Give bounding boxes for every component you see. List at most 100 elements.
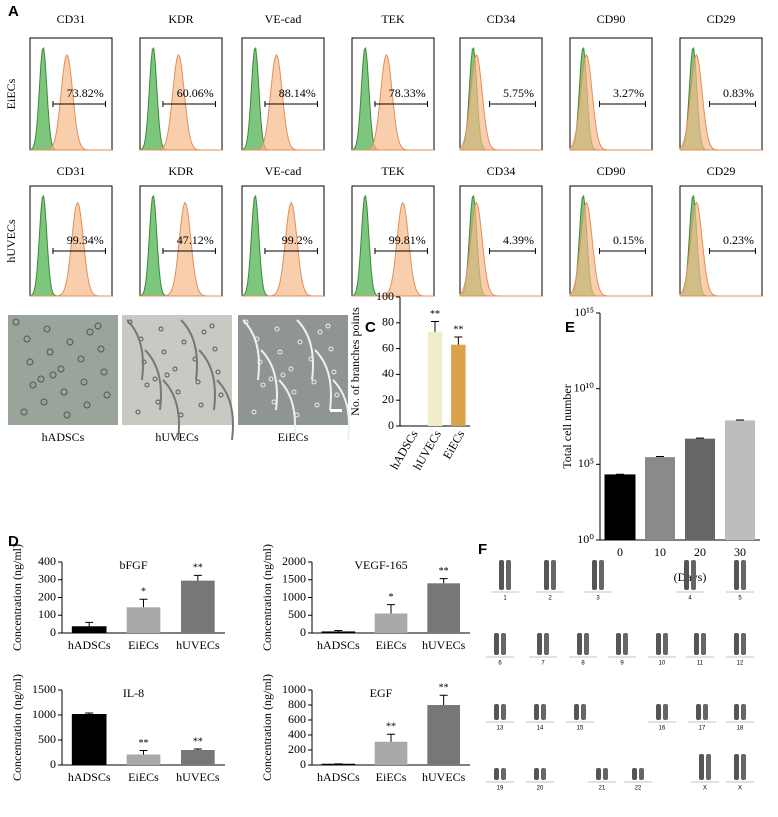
marker-name: VE-cad	[265, 12, 302, 26]
bar	[427, 583, 460, 633]
chromosome	[577, 633, 582, 655]
y-tick-label: 0	[50, 625, 56, 639]
chromosome	[663, 704, 668, 720]
chromosome	[599, 560, 604, 590]
bar	[427, 705, 460, 765]
x-axis-label: (Days)	[674, 570, 707, 584]
chromosome-label: X	[703, 786, 707, 792]
chromosome-label: 7	[541, 661, 545, 667]
y-axis-label: Total cell number	[560, 384, 574, 468]
bar	[428, 332, 442, 426]
gate-percent: 99.2%	[282, 233, 313, 247]
y-tick-label: 10¹⁰	[574, 380, 595, 394]
y-tick-label: 20	[382, 392, 394, 406]
y-tick-label: 0	[300, 625, 306, 639]
chromosome	[494, 704, 499, 720]
chromosome	[696, 704, 701, 720]
chromosome-label: 20	[537, 786, 544, 792]
x-tick-label: hADSCs	[317, 638, 360, 652]
bar	[375, 613, 408, 633]
chromosome	[691, 560, 696, 590]
x-tick-label: hUVECs	[176, 770, 220, 784]
chromosome-label: 21	[599, 786, 606, 792]
chromosome	[701, 633, 706, 655]
bar	[72, 715, 106, 766]
chromosome-label: 16	[659, 726, 666, 732]
significance: **	[439, 683, 449, 694]
chart-title: IL-8	[123, 686, 144, 700]
chromosome-label: 4	[688, 596, 692, 602]
chart-title: bFGF	[119, 558, 147, 572]
y-axis-label: No. of branches points	[348, 307, 362, 416]
x-tick-label: 10	[654, 545, 666, 559]
chromosome-label: 19	[497, 786, 504, 792]
chart-title: EGF	[370, 686, 393, 700]
error-bar	[140, 599, 148, 607]
y-tick-label: 100	[38, 607, 56, 621]
chromosome	[537, 633, 542, 655]
y-tick-label: 200	[288, 742, 306, 756]
chromosome-label: 15	[577, 726, 584, 732]
chromosome	[596, 768, 601, 780]
x-tick-label: 20	[694, 545, 706, 559]
y-tick-label: 60	[382, 340, 394, 354]
chromosome-label: 10	[659, 661, 666, 667]
y-tick-label: 1000	[282, 682, 306, 696]
chart-title: VEGF-165	[354, 558, 407, 572]
marker-name: KDR	[168, 12, 193, 26]
image-label: EiECs	[278, 430, 309, 444]
bar	[181, 750, 215, 765]
chromosome	[544, 633, 549, 655]
gate-percent: 3.27%	[613, 86, 644, 100]
marker-name: TEK	[381, 12, 405, 26]
x-tick-label: hUVECs	[176, 638, 220, 652]
error-bar	[656, 456, 664, 457]
chromosome-label: 8	[581, 661, 585, 667]
bar	[645, 457, 675, 540]
y-tick-label: 0	[388, 418, 394, 432]
gate-percent: 99.34%	[67, 233, 104, 247]
chromosome	[639, 768, 644, 780]
x-tick-label: EiECs	[376, 638, 407, 652]
y-tick-label: 40	[382, 366, 394, 380]
chromosome	[632, 768, 637, 780]
marker-name: CD34	[487, 12, 516, 26]
x-tick-label: hADSCs	[68, 770, 111, 784]
bar	[322, 632, 355, 633]
y-tick-label: 400	[38, 554, 56, 568]
error-bar	[454, 337, 462, 345]
chromosome	[741, 633, 746, 655]
chromosome	[656, 704, 661, 720]
bar	[181, 581, 215, 633]
chromosome-label: X	[738, 786, 742, 792]
chromosome	[616, 633, 621, 655]
y-axis-label: Concentration (ng/ml)	[260, 674, 274, 781]
marker-name: CD90	[597, 164, 626, 178]
bar	[72, 627, 106, 633]
error-bar	[440, 695, 448, 705]
y-tick-label: 100	[376, 289, 394, 303]
marker-name: CD29	[707, 12, 736, 26]
y-tick-label: 800	[288, 697, 306, 711]
x-tick-label: hUVECs	[422, 770, 466, 784]
chromosome	[694, 633, 699, 655]
error-bar	[140, 751, 148, 755]
error-bar	[431, 322, 439, 332]
marker-name: CD34	[487, 164, 516, 178]
gate-percent: 47.12%	[177, 233, 214, 247]
bar	[127, 607, 161, 633]
chromosome	[534, 704, 539, 720]
x-tick-label: 0	[617, 545, 623, 559]
row-label: EiECs	[4, 78, 18, 109]
bar	[451, 345, 465, 426]
gate-percent: 88.14%	[279, 86, 316, 100]
chromosome	[541, 768, 546, 780]
panel-letter: A	[8, 3, 19, 20]
y-tick-label: 2000	[282, 554, 306, 568]
y-tick-label: 1000	[282, 589, 306, 603]
y-tick-label: 0	[300, 757, 306, 771]
panel-letter: C	[365, 319, 376, 336]
x-tick-label: EiECs	[440, 428, 468, 462]
significance: **	[430, 309, 440, 320]
